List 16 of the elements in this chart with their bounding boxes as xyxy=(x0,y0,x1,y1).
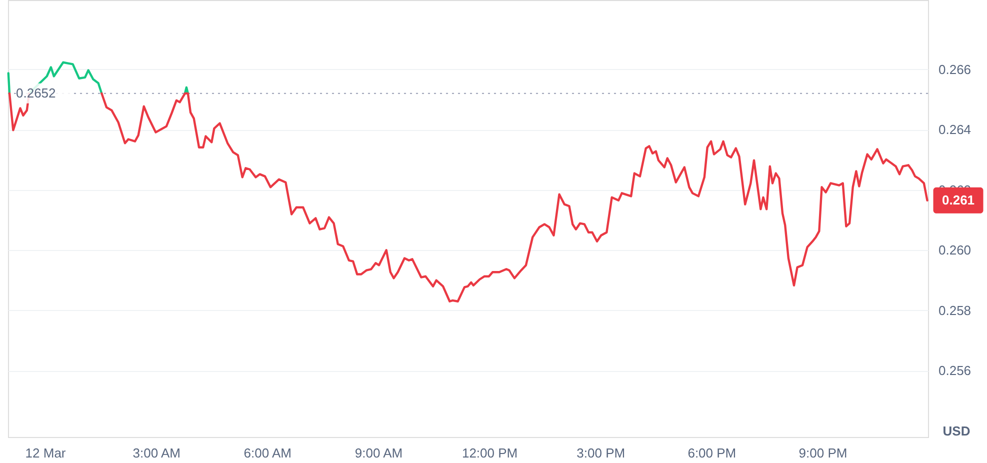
x-tick-label: 3:00 PM xyxy=(576,446,626,460)
annotation: 0.261 xyxy=(942,192,975,208)
x-tick-label: 12 Mar xyxy=(25,446,66,460)
y-tick-label: 0.260 xyxy=(938,242,972,258)
y-tick-label: 0.264 xyxy=(938,122,972,138)
x-tick-label: 6:00 AM xyxy=(244,446,292,460)
y-tick-label: 0.256 xyxy=(938,363,972,378)
x-tick-label: 3:00 AM xyxy=(132,446,180,460)
y-axis-title: USD xyxy=(942,424,970,438)
ref-line-label: 0.2652 xyxy=(16,85,56,100)
y-tick-label: 0.266 xyxy=(938,62,972,77)
x-tick-label: 9:00 PM xyxy=(798,446,848,460)
x-tick-label: 12:00 PM xyxy=(462,446,518,460)
x-tick-label: 9:00 AM xyxy=(354,446,403,460)
y-tick-label: 0.258 xyxy=(938,302,972,318)
x-tick-label: 6:00 PM xyxy=(688,446,736,460)
